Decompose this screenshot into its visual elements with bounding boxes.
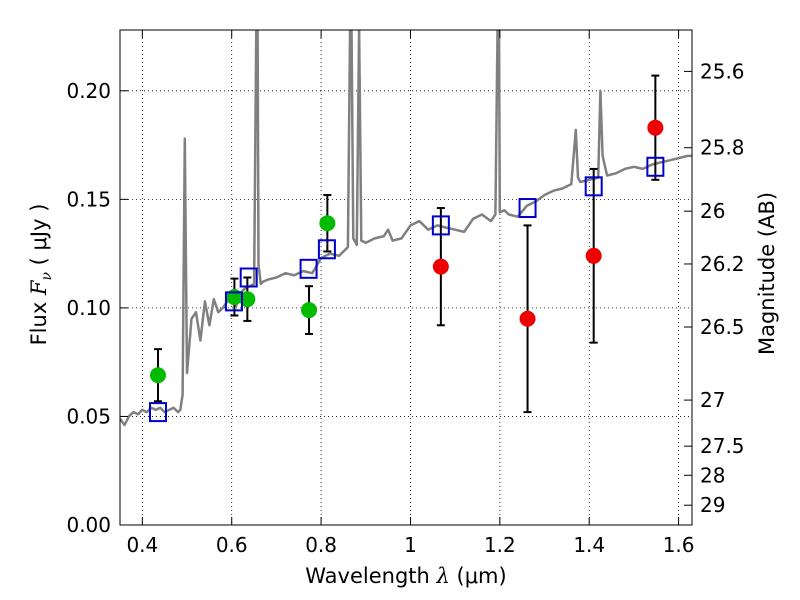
red-point [432, 258, 449, 275]
red-point [647, 119, 664, 136]
spectrum-layer [120, 30, 692, 427]
x-axis-label-prefix: Wavelength [305, 564, 436, 588]
model-square-marker [431, 215, 450, 236]
y2-tick-label: 28 [700, 463, 725, 487]
y-tick-label: 0.00 [66, 513, 111, 537]
x-tick-label: 1.2 [484, 533, 516, 557]
plot-frame [119, 29, 693, 526]
x-axis-label-symbol: λ [436, 564, 450, 588]
x-axis-label: Wavelength λ (μm) [305, 564, 506, 588]
y2-tick-label: 25.8 [700, 136, 745, 160]
errorbar-layer [153, 74, 660, 414]
y-axis-label: Flux Fν ( μJy ) [27, 204, 55, 346]
points-layer [148, 119, 665, 423]
red-point [519, 310, 536, 327]
y-tick-label: 0.20 [66, 79, 111, 103]
model-square-marker [518, 198, 537, 219]
y-tick-label: 0.10 [66, 296, 111, 320]
green-point [301, 302, 318, 319]
y2-tick-label: 25.6 [700, 59, 745, 83]
y-axis-label-symbol: F [27, 279, 51, 296]
model-square-marker [148, 402, 167, 423]
grid [120, 30, 692, 526]
green-point [239, 291, 256, 308]
spectrum-line [120, 30, 692, 427]
ticks-layer: 0.4 0.6 0.8 1 1.2 1.4 1.6 0.00 0.05 0.10 0.15 0.20 2… [66, 30, 745, 557]
model-square-marker [584, 176, 603, 197]
model-square-marker [299, 258, 318, 279]
y-tick-label: 0.15 [66, 187, 111, 211]
y2-tick-label: 26.2 [700, 252, 745, 276]
y-axis-label-subscript: ν [39, 272, 55, 281]
y2-tick-label: 29 [700, 493, 725, 517]
green-point [319, 215, 336, 232]
y-axis-label-prefix: Flux [27, 295, 51, 345]
x-tick-label: 1.4 [573, 533, 605, 557]
y2-tick-label: 27.5 [700, 434, 745, 458]
green-point [149, 367, 166, 384]
model-square-marker [239, 267, 258, 288]
y2-tick-label: 27 [700, 388, 725, 412]
y2-axis-label: Magnitude (AB) [755, 192, 779, 355]
x-tick-label: 1 [404, 533, 417, 557]
labels-layer: Wavelength λ (μm) Flux Fν ( μJy ) Magnit… [27, 192, 779, 588]
model-square-marker [317, 239, 336, 260]
red-point [585, 247, 602, 264]
y2-tick-label: 26.5 [700, 315, 745, 339]
y-axis-label-suffix: ( μJy ) [27, 204, 51, 272]
model-square-marker [224, 291, 243, 312]
x-tick-label: 0.6 [216, 533, 248, 557]
y2-tick-label: 26 [700, 199, 725, 223]
x-tick-label: 0.4 [126, 533, 158, 557]
x-tick-label: 1.6 [663, 533, 695, 557]
x-tick-label: 0.8 [305, 533, 337, 557]
x-axis-label-suffix: (μm) [450, 564, 507, 588]
model-square-marker [646, 156, 665, 177]
y-tick-label: 0.05 [66, 404, 111, 428]
